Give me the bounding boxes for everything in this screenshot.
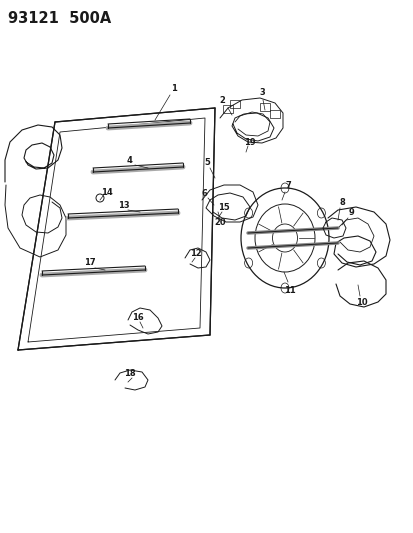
Text: 15: 15	[218, 203, 229, 212]
Text: 1: 1	[171, 84, 176, 93]
Text: 13: 13	[118, 200, 130, 209]
Bar	[223, 105, 233, 113]
Text: 10: 10	[355, 297, 367, 306]
Bar	[269, 110, 279, 118]
Text: 3: 3	[259, 87, 264, 96]
Text: 5: 5	[204, 157, 209, 166]
Text: 17: 17	[84, 257, 95, 266]
Text: 16: 16	[132, 313, 144, 322]
Text: 11: 11	[283, 286, 295, 295]
Text: 19: 19	[244, 138, 255, 147]
Bar	[230, 100, 240, 108]
Text: 6: 6	[201, 189, 206, 198]
Text: 9: 9	[348, 207, 354, 216]
Text: 14: 14	[101, 188, 113, 197]
Text: 18: 18	[124, 368, 135, 377]
Text: 4: 4	[127, 156, 133, 165]
Text: 8: 8	[338, 198, 344, 206]
Text: 12: 12	[190, 248, 202, 257]
Text: 93121  500A: 93121 500A	[8, 11, 111, 26]
Bar	[259, 103, 269, 111]
Text: 7: 7	[285, 181, 290, 190]
Text: 20: 20	[214, 217, 225, 227]
Text: 2: 2	[218, 95, 224, 104]
